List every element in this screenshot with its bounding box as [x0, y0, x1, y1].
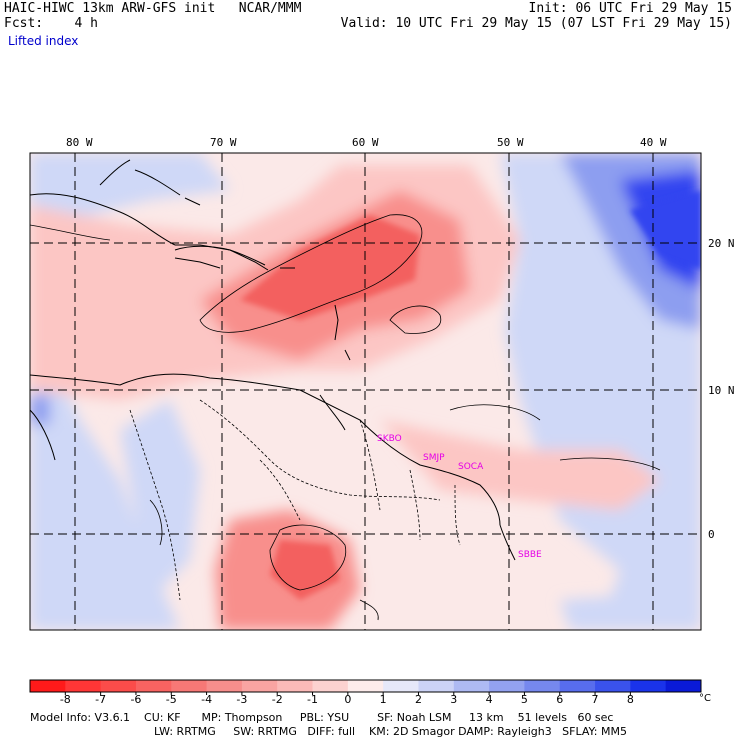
lon-label: 40 W [640, 136, 667, 149]
colorbar-tick-label: -5 [165, 693, 177, 706]
lat-labels: 20 N 10 N 0 [708, 237, 735, 541]
lon-labels: 80 W 70 W 60 W 50 W 40 W [66, 136, 667, 149]
colorbar-tick-label: -4 [201, 693, 213, 706]
colorbar-swatch [453, 680, 490, 692]
lat-label: 0 [708, 528, 715, 541]
colorbar-swatch [524, 680, 561, 692]
station-label: SMJP [423, 453, 445, 463]
map-frame [29, 152, 702, 631]
caribbean-islands [134, 169, 351, 361]
colorbar-swatch [418, 680, 455, 692]
model-info-line2: LW: RRTMG SW: RRTMG DIFF: full KM: 2D Sm… [154, 725, 627, 738]
colorbar-tick-label: -2 [271, 693, 283, 706]
plot-title: HAIC-HIWC 13km ARW-GFS init NCAR/MMM [4, 1, 302, 16]
colorbar-swatch [312, 680, 349, 692]
colorbar-swatch [30, 680, 66, 692]
colorbar-tick-label: -6 [130, 693, 142, 706]
station-label: SBBE [518, 550, 542, 560]
colorbar-tick-label: 7 [591, 693, 599, 706]
colorbar-frame [29, 679, 702, 693]
colorbar-tick-label: 8 [626, 693, 634, 706]
colorbar-swatch [241, 680, 278, 692]
field-name: Lifted index [8, 34, 79, 48]
colorbar-tick-label: 3 [450, 693, 458, 706]
colorbar-tick-label: -7 [95, 693, 107, 706]
colorbar-swatch [100, 680, 137, 692]
init-time: Init: 06 UTC Fri 29 May 15 [528, 1, 733, 16]
colorbar [29, 679, 702, 695]
colorbar-swatch [135, 680, 172, 692]
colorbar-tick-label: 4 [485, 693, 493, 706]
colorbar-swatch [383, 680, 419, 692]
graticule [30, 153, 701, 630]
colorbar-tick-label: -3 [236, 693, 248, 706]
colorbar-swatch [171, 680, 208, 692]
colorbar-tick-label: 5 [520, 693, 528, 706]
model-info-line1: Model Info: V3.6.1 CU: KF MP: Thompson P… [30, 711, 614, 724]
lat-label: 10 N [708, 384, 735, 397]
colorbar-tick-label: 2 [414, 693, 422, 706]
lon-label: 50 W [497, 136, 524, 149]
colorbar-unit: °C [699, 693, 711, 704]
lon-label: 80 W [66, 136, 93, 149]
colorbar-tick-label: 0 [344, 693, 352, 706]
forecast-hour: Fcst: 4 h [4, 16, 98, 31]
colorbar-tick-label: -1 [307, 693, 318, 706]
station-label: SOCA [458, 462, 484, 472]
field-core [240, 190, 701, 600]
colorbar-swatch [277, 680, 314, 692]
colorbar-swatch [665, 680, 702, 692]
colorbar-swatch [65, 680, 102, 692]
colorbar-tick-label: -8 [59, 693, 71, 706]
colorbar-swatch [347, 680, 384, 692]
colorbar-swatch [206, 680, 243, 692]
colorbar-tick-label: 1 [379, 693, 387, 706]
colorbar-tick-label: 6 [556, 693, 564, 706]
lon-label: 70 W [210, 136, 237, 149]
lat-label: 20 N [708, 237, 735, 250]
colorbar-swatch [595, 680, 631, 692]
map-field: SKBO SMJP SOCA SBBE [30, 153, 701, 630]
colorbar-swatch [559, 680, 596, 692]
colorbar-swatch [630, 680, 667, 692]
colorbar-swatch [489, 680, 525, 692]
stations: SKBO SMJP SOCA SBBE [377, 434, 542, 560]
country-borders [129, 399, 461, 601]
station-label: SKBO [377, 434, 402, 444]
lon-label: 60 W [352, 136, 379, 149]
valid-time: Valid: 10 UTC Fri 29 May 15 (07 LST Fri … [340, 16, 732, 31]
